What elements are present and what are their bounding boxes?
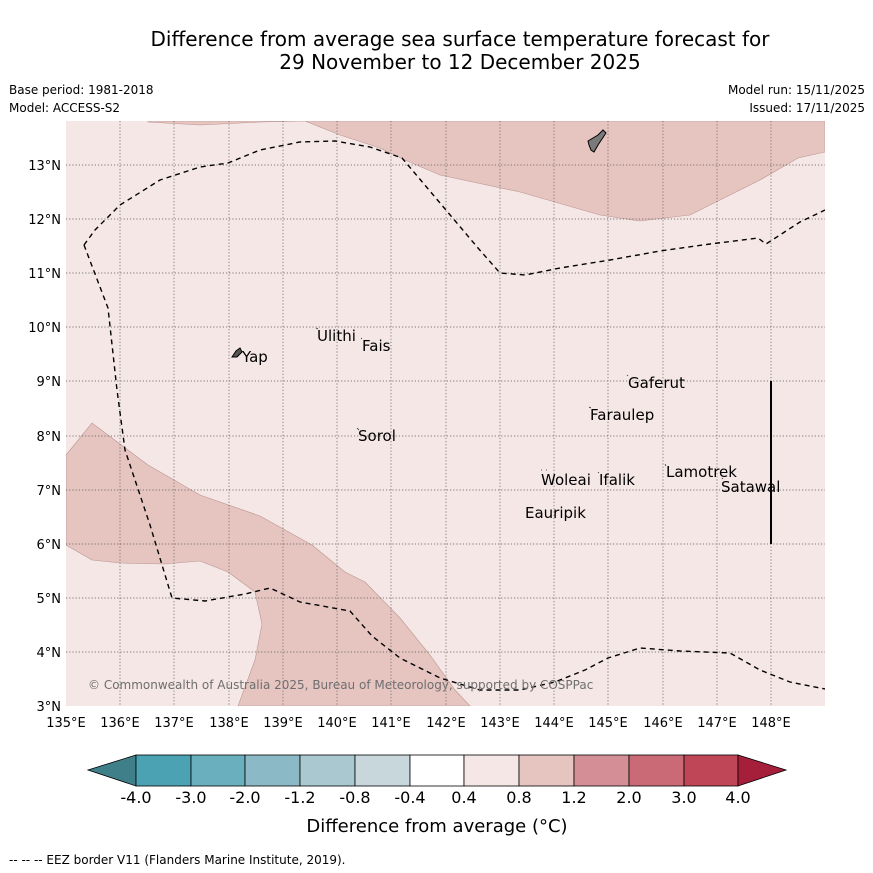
colorbar-extend-high [737,754,788,787]
eez-border-palau-fsm [83,140,825,276]
lat-label-10N: 10°N [28,321,61,336]
colorbar-segment [463,754,520,787]
lat-label-9N: 9°N [37,375,62,390]
eez-border-west [83,244,825,691]
lon-label-135E: 135°E [46,716,86,731]
title-line-1: Difference from average sea surface temp… [150,27,770,51]
colorbar-segment [354,754,411,787]
lat-label-4N: 4°N [37,646,62,661]
colorbar-segment [683,754,739,787]
colorbar-tick-label: 0.4 [451,788,476,807]
map-background [66,121,825,706]
colorbar-tick-label: -4.0 [120,788,151,807]
lat-label-8N: 8°N [37,430,62,445]
colorbar-segment [299,754,356,787]
footer-legend: -- -- -- EEZ border V11 (Flanders Marine… [9,853,346,867]
lon-label-143E: 143°E [480,716,520,731]
lon-label-146E: 146°E [643,716,683,731]
colorbar-tick-label: -2.0 [229,788,260,807]
yap-island [231,347,243,358]
place-satawal: Satawal [721,478,780,496]
guam-island [587,129,607,153]
colorbar-tick-label: -0.4 [394,788,425,807]
colorbar-tick-label: 1.2 [561,788,586,807]
lat-label-11N: 11°N [28,267,61,282]
lat-label-7N: 7°N [37,484,62,499]
lon-label-145E: 145°E [588,716,628,731]
lon-label-148E: 148°E [751,716,791,731]
place-ulithi: Ulithi [317,327,356,345]
atoll-marks [315,327,724,480]
copyright-notice: © Commonwealth of Australia 2025, Bureau… [88,678,594,692]
colorbar-segment [409,754,465,787]
place-woleai: Woleai [541,471,591,489]
colorbar-segment [573,754,630,787]
lon-label-147E: 147°E [697,716,737,731]
issued-date: Issued: 17/11/2025 [749,101,865,115]
lon-label-138E: 138°E [209,716,249,731]
lon-label-141E: 141°E [371,716,411,731]
anomaly-area-north [147,121,825,222]
colorbar-segment [628,754,685,787]
lat-label-6N: 6°N [37,538,62,553]
place-faraulep: Faraulep [590,406,654,424]
model-run: Model run: 15/11/2025 [727,83,865,97]
colorbar-tick-label: 2.0 [616,788,641,807]
place-lamotrek: Lamotrek [666,463,737,481]
colorbar-segment [190,754,246,787]
colorbar-tick-label: 0.8 [506,788,531,807]
place-gaferut: Gaferut [628,374,685,392]
graticule [66,121,825,706]
colorbar-axis-label: Difference from average (°C) [306,816,567,837]
colorbar-extend-low [86,754,137,787]
lon-label-136E: 136°E [100,716,140,731]
colorbar-tick-label: -3.0 [175,788,206,807]
lat-label-13N: 13°N [28,159,61,174]
lon-label-140E: 140°E [317,716,357,731]
colorbar-tick-label: 4.0 [725,788,750,807]
lon-label-137E: 137°E [154,716,194,731]
base-period: Base period: 1981-2018 [9,83,154,97]
place-ifalik: Ifalik [599,471,635,489]
lat-label-5N: 5°N [37,592,62,607]
colorbar-tick-label: -0.8 [339,788,370,807]
place-yap: Yap [241,348,268,366]
lat-label-3N: 3°N [37,700,62,715]
lat-label-12N: 12°N [28,213,61,228]
colorbar: -4.0 -3.0 -2.0 -1.2 -0.8 -0.4 0.4 0.8 1.… [86,754,788,837]
colorbar-segment [244,754,301,787]
colorbar-tick-label: -1.2 [284,788,315,807]
lon-label-139E: 139°E [263,716,303,731]
chart-title: Difference from average sea surface temp… [0,28,873,74]
model-name: Model: ACCESS-S2 [9,101,121,115]
place-fais: Fais [362,337,391,355]
lon-label-144E: 144°E [534,716,574,731]
place-eauripik: Eauripik [525,504,586,522]
lon-label-142E: 142°E [426,716,466,731]
title-line-2: 29 November to 12 December 2025 [279,50,641,74]
colorbar-segment [135,754,192,787]
place-sorol: Sorol [358,427,396,445]
colorbar-tick-label: 3.0 [671,788,696,807]
colorbar-segment [518,754,575,787]
